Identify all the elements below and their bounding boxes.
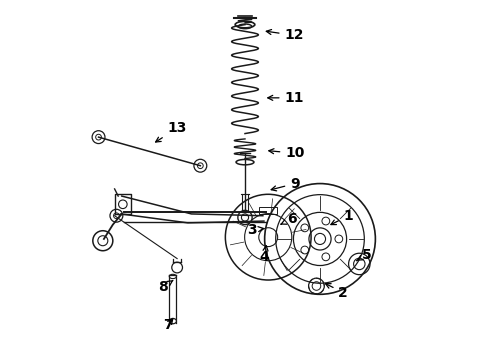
Text: 4: 4: [260, 246, 270, 264]
Text: 7: 7: [163, 318, 173, 332]
Bar: [259, 207, 277, 213]
Text: 3: 3: [247, 223, 263, 237]
Text: 1: 1: [331, 209, 353, 225]
Text: 5: 5: [356, 248, 371, 262]
Text: 6: 6: [281, 212, 296, 226]
Text: 11: 11: [268, 91, 304, 105]
Text: 13: 13: [156, 121, 187, 142]
Text: 10: 10: [269, 146, 305, 160]
Ellipse shape: [169, 319, 176, 324]
Text: 8: 8: [158, 280, 173, 294]
Text: 2: 2: [325, 284, 348, 300]
Text: 9: 9: [271, 176, 300, 191]
Text: 12: 12: [266, 28, 304, 42]
